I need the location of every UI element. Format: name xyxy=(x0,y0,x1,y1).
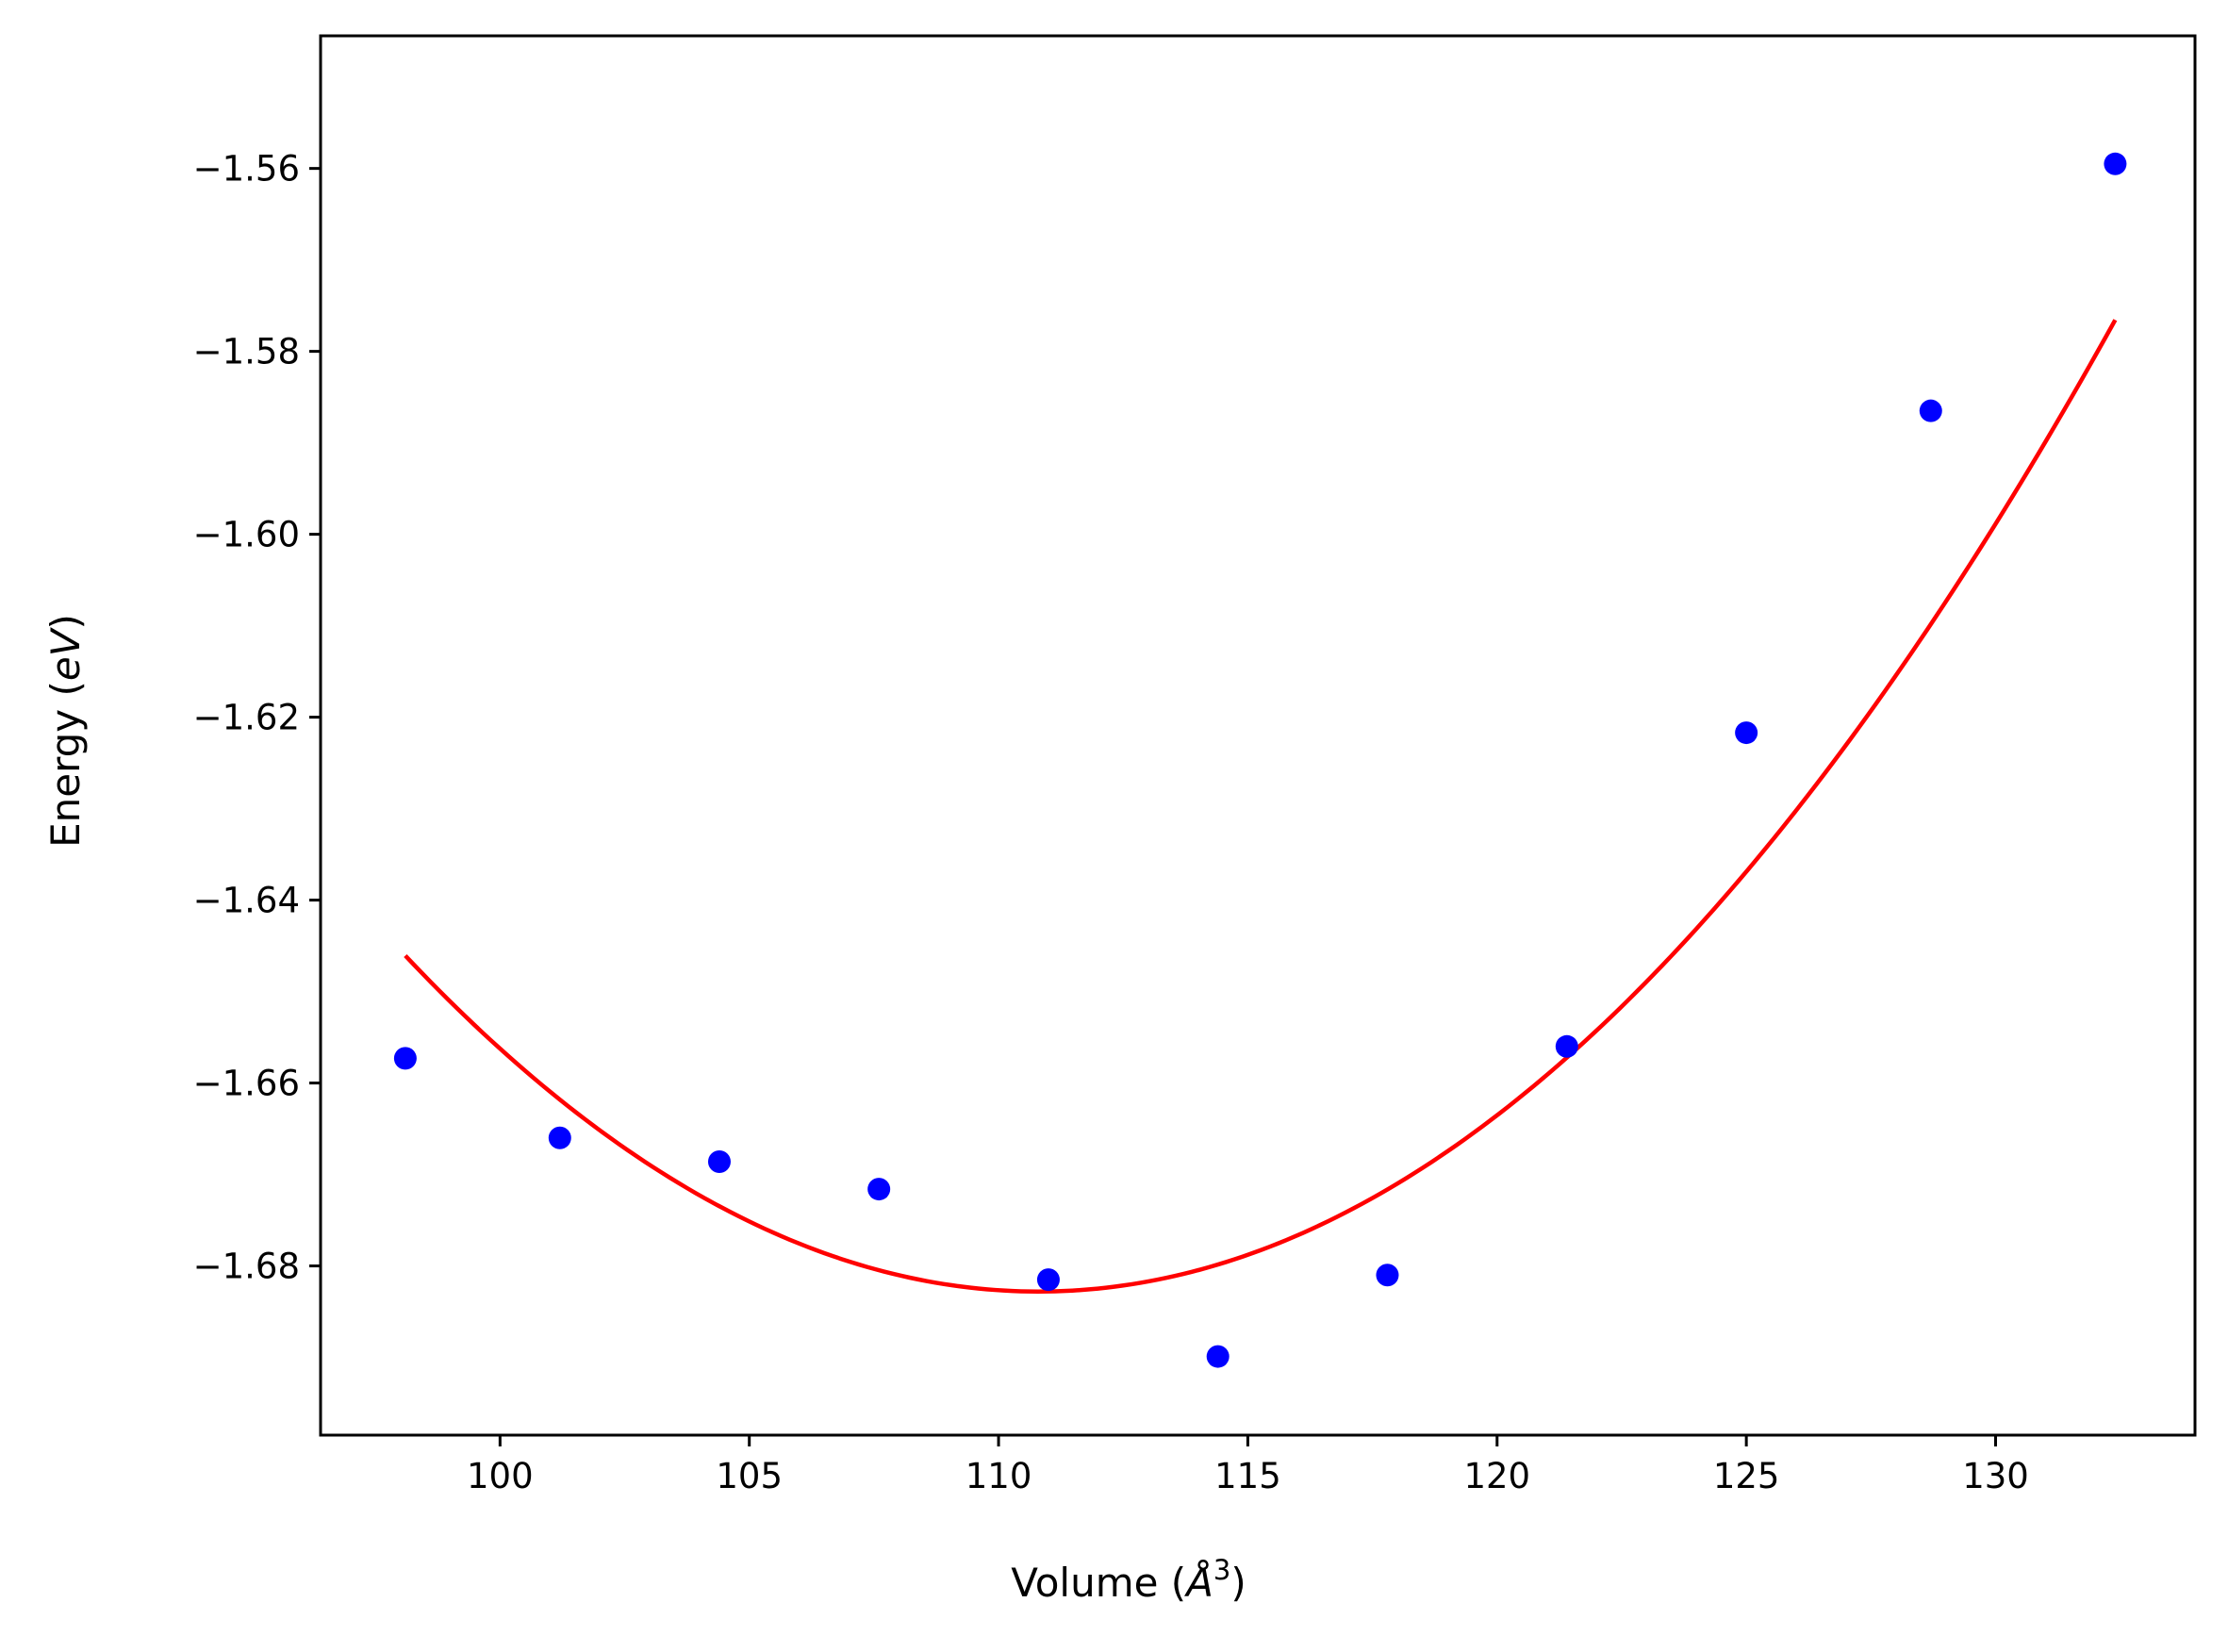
y-tick-label: −1.58 xyxy=(193,332,300,372)
data-point xyxy=(1036,1268,1060,1292)
data-point xyxy=(2104,152,2127,175)
x-tick-label: 115 xyxy=(1214,1456,1281,1496)
data-point xyxy=(1376,1264,1399,1287)
y-tick-label: −1.68 xyxy=(193,1247,300,1287)
data-point xyxy=(1735,721,1758,745)
x-axis-title-close: ) xyxy=(1230,1560,1246,1606)
x-tick-label: 125 xyxy=(1713,1456,1780,1496)
x-axis-title-unit: Å xyxy=(1183,1559,1213,1606)
data-point xyxy=(1919,399,1942,422)
y-tick-label: −1.64 xyxy=(193,881,300,921)
x-tick-label: 130 xyxy=(1962,1456,2029,1496)
x-tick-label: 110 xyxy=(965,1456,1032,1496)
data-point xyxy=(1206,1345,1230,1368)
y-tick-label: −1.56 xyxy=(193,149,300,190)
y-tick-label: −1.60 xyxy=(193,515,300,555)
x-axis-title: Volume (Å3) xyxy=(1011,1554,1246,1606)
x-tick-label: 105 xyxy=(716,1456,783,1496)
data-point xyxy=(707,1149,731,1173)
plot-frame xyxy=(319,34,2197,1437)
y-axis-ticks: −1.68 −1.66 −1.64 −1.62 −1.60 −1.58 −1.56 xyxy=(193,149,321,1287)
x-tick-label: 100 xyxy=(467,1456,534,1496)
data-point xyxy=(393,1047,417,1070)
x-axis-ticks: 100 105 110 115 120 125 130 xyxy=(467,1435,2029,1496)
x-axis-title-text: Volume ( xyxy=(1011,1560,1186,1606)
data-point xyxy=(867,1178,891,1201)
y-tick-label: −1.66 xyxy=(193,1064,300,1104)
x-tick-label: 120 xyxy=(1463,1456,1530,1496)
y-axis-title-text: Energy ( xyxy=(42,681,89,848)
data-point xyxy=(1555,1034,1578,1058)
y-tick-label: −1.62 xyxy=(193,698,300,738)
fit-curve xyxy=(404,319,2118,1294)
y-axis-title-close: ) xyxy=(42,614,89,629)
y-axis-title-unit: eV xyxy=(42,626,89,681)
y-axis-title: Energy (eV) xyxy=(42,614,89,848)
data-point xyxy=(548,1126,571,1149)
x-axis-title-superscript: 3 xyxy=(1213,1554,1230,1586)
plot-area xyxy=(393,152,2127,1368)
